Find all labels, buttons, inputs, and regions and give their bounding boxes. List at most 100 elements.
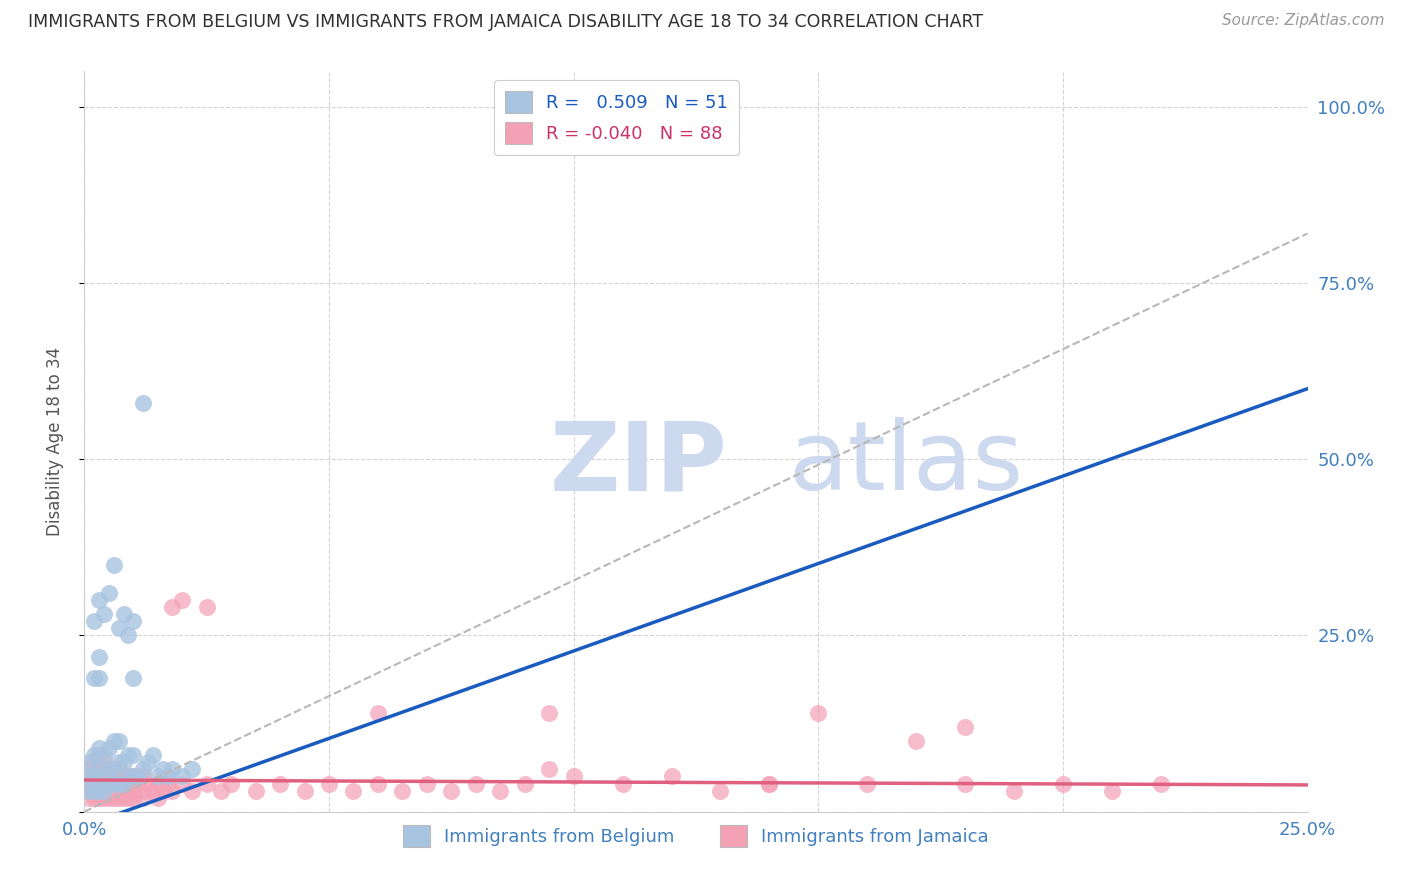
Point (709, 783, 731, 797)
Text: Source: ZipAtlas.com: Source: ZipAtlas.com (1222, 13, 1385, 29)
Point (107, 756, 129, 770)
Point (97, 776, 120, 790)
Point (136, 756, 159, 770)
Point (172, 593, 194, 607)
Point (416, 776, 439, 790)
Point (77, 769, 100, 783)
Point (93, 607, 115, 622)
Point (440, 783, 463, 797)
Point (103, 776, 125, 790)
Point (83, 783, 105, 797)
Point (152, 783, 174, 797)
Point (87, 783, 110, 797)
Point (112, 769, 135, 783)
Point (77, 783, 100, 797)
Point (87, 593, 110, 607)
Point (1150, 776, 1173, 790)
Point (83, 769, 105, 783)
Point (97, 763, 120, 777)
Point (103, 734, 125, 748)
Point (87, 649, 110, 664)
Point (117, 628, 139, 642)
Point (156, 769, 179, 783)
Point (97, 741, 120, 756)
Point (758, 776, 780, 790)
Point (294, 783, 316, 797)
Point (97, 586, 120, 600)
Point (1002, 783, 1025, 797)
Point (103, 763, 125, 777)
Point (107, 790, 129, 805)
Point (195, 776, 218, 790)
Point (1101, 783, 1123, 797)
Point (146, 769, 169, 783)
Point (117, 748, 139, 763)
Point (77, 790, 100, 805)
Point (117, 783, 139, 797)
Point (77, 756, 100, 770)
Point (97, 783, 120, 797)
Point (122, 790, 145, 805)
Point (132, 396, 155, 410)
Point (93, 769, 115, 783)
Point (122, 769, 145, 783)
Point (117, 769, 139, 783)
Point (758, 776, 780, 790)
Point (103, 790, 125, 805)
Point (152, 763, 174, 777)
Point (269, 776, 291, 790)
Point (93, 756, 115, 770)
Point (97, 790, 120, 805)
Point (181, 783, 204, 797)
Point (112, 776, 135, 790)
Point (83, 671, 105, 685)
Point (93, 769, 115, 783)
Point (391, 783, 413, 797)
Point (905, 734, 928, 748)
Point (162, 763, 184, 777)
Point (172, 776, 194, 790)
Point (83, 769, 105, 783)
Point (122, 783, 145, 797)
Point (112, 607, 135, 622)
Point (172, 769, 194, 783)
Point (93, 748, 115, 763)
Point (367, 776, 389, 790)
Point (77, 776, 100, 790)
Point (142, 748, 165, 763)
Point (132, 790, 155, 805)
Point (87, 748, 110, 763)
Point (107, 734, 129, 748)
Point (83, 783, 105, 797)
Point (146, 790, 169, 805)
Point (103, 763, 125, 777)
Point (162, 783, 184, 797)
Point (538, 706, 561, 720)
Point (318, 776, 340, 790)
Point (103, 776, 125, 790)
Point (122, 769, 145, 783)
Point (219, 776, 242, 790)
Point (87, 671, 110, 685)
Point (132, 783, 155, 797)
Point (661, 769, 683, 783)
Point (464, 776, 486, 790)
Point (127, 776, 149, 790)
Point (112, 790, 135, 805)
Point (146, 776, 169, 790)
Point (93, 790, 115, 805)
Y-axis label: Disability Age 18 to 34: Disability Age 18 to 34 (45, 347, 63, 536)
Point (117, 790, 139, 805)
Point (367, 706, 389, 720)
Point (953, 776, 976, 790)
Point (856, 776, 879, 790)
Point (245, 783, 267, 797)
Point (77, 763, 100, 777)
Point (342, 783, 364, 797)
Point (953, 720, 976, 734)
Point (103, 783, 125, 797)
Point (122, 748, 145, 763)
Point (132, 769, 155, 783)
Point (97, 763, 120, 777)
Point (103, 558, 125, 572)
